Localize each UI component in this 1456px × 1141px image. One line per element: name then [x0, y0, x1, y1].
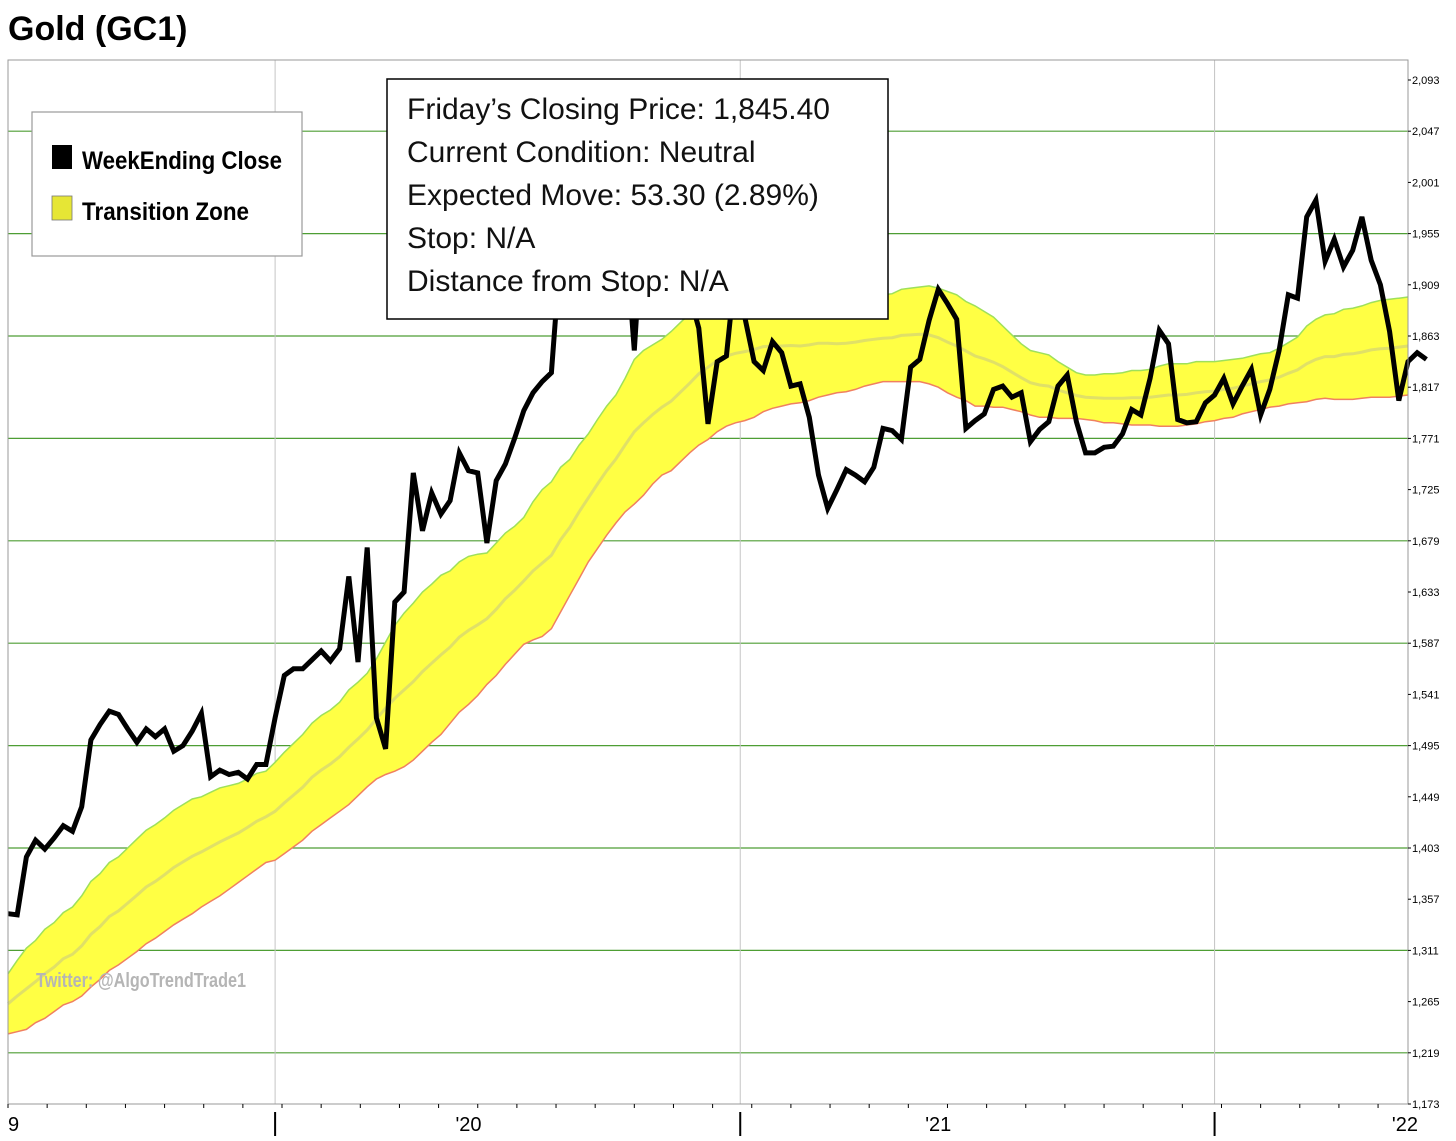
y-tick-label: 1,587 [1412, 638, 1440, 650]
y-tick-label: 1,403 [1412, 843, 1440, 855]
chart-title: Gold (GC1) [8, 10, 188, 48]
legend-label-close: WeekEnding Close [82, 147, 282, 175]
y-tick-label: 1,265 [1412, 997, 1440, 1009]
legend-swatch-transition-zone [51, 195, 73, 221]
y-tick-label: 1,541 [1412, 689, 1440, 701]
legend-box [31, 111, 303, 257]
legend-swatch-close [52, 145, 72, 169]
info-current-condition: Current Condition: Neutral [407, 136, 756, 169]
info-box: Friday’s Closing Price: 1,845.40 Current… [386, 78, 889, 320]
info-box-frame [386, 78, 889, 320]
transition-zone-band [8, 281, 1408, 1034]
y-tick-label: 1,771 [1412, 433, 1440, 445]
legend-label-transition-zone: Transition Zone [82, 198, 249, 226]
y-tick-label: 1,863 [1412, 331, 1440, 343]
transition-zone-lower-edge [7, 380, 1409, 1035]
x-tick-label: '21 [925, 1114, 951, 1136]
y-tick-label: 1,725 [1412, 485, 1440, 497]
info-expected-move: Expected Move: 53.30 (2.89%) [407, 179, 819, 212]
y-tick-label: 1,357 [1412, 894, 1440, 906]
y-tick-label: 1,495 [1412, 741, 1440, 753]
y-tick-label: 2,093 [1412, 75, 1440, 87]
x-tick-label: 9 [8, 1114, 19, 1136]
x-tick-label: '22 [1392, 1114, 1418, 1136]
y-tick-label: 1,173 [1412, 1099, 1440, 1111]
info-closing-price: Friday’s Closing Price: 1,845.40 [407, 93, 830, 126]
y-tick-label: 1,955 [1412, 229, 1440, 241]
y-tick-label: 2,001 [1412, 177, 1440, 189]
y-tick-label: 1,449 [1412, 792, 1440, 804]
info-distance-from-stop: Distance from Stop: N/A [407, 265, 729, 298]
y-axis-tick-labels: 2,093 2,047 2,001 1,955 1,909 1,863 1,817 1,771… [1408, 75, 1440, 1111]
x-axis-tick-labels: 9 '20 '21 '22 [7, 1104, 1418, 1136]
y-tick-label: 1,817 [1412, 382, 1440, 394]
watermark: Twitter: @AlgoTrendTrade1 [36, 970, 246, 992]
plot-area-border [7, 59, 1409, 1105]
legend: WeekEnding Close Transition Zone [31, 111, 303, 257]
y-tick-label: 1,679 [1412, 536, 1440, 548]
y-tick-label: 1,219 [1412, 1048, 1440, 1060]
x-tick-label: '20 [455, 1114, 481, 1136]
y-tick-label: 1,311 [1412, 945, 1439, 957]
weekending-close-line [7, 177, 1428, 918]
y-tick-label: 1,633 [1412, 587, 1440, 599]
y-tick-label: 1,909 [1412, 280, 1440, 292]
info-stop: Stop: N/A [407, 222, 535, 255]
y-tick-label: 2,047 [1412, 126, 1440, 138]
